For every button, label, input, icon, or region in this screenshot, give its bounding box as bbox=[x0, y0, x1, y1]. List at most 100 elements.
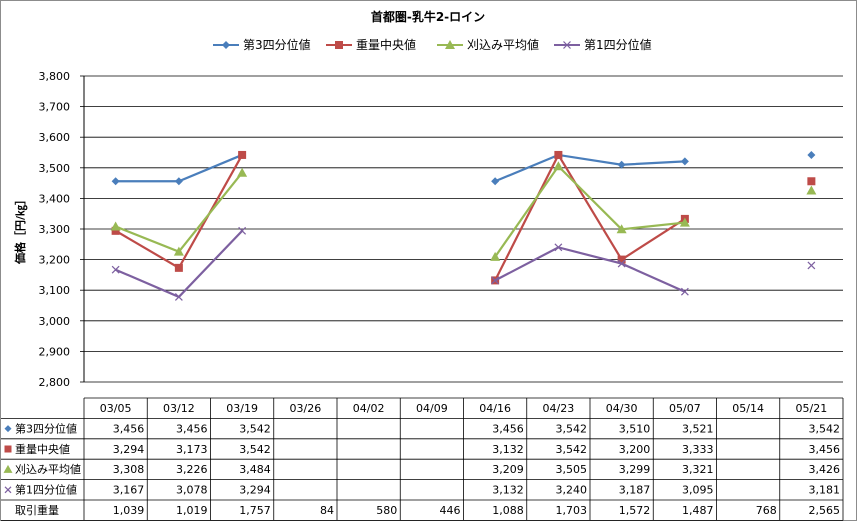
point-marker bbox=[617, 255, 626, 264]
data-label: 3,484 bbox=[239, 463, 271, 476]
series-line bbox=[494, 153, 685, 183]
marker-stroke bbox=[174, 293, 183, 301]
y-tick-label: 3,500 bbox=[39, 162, 71, 175]
data-label: 3,521 bbox=[682, 422, 714, 435]
y-tick-label: 3,400 bbox=[39, 192, 71, 205]
data-table: 03/05 03/12 03/19 03/26 04/02 04/09 04/16 04/23… bbox=[1, 397, 844, 521]
y-tick-label: 3,000 bbox=[39, 315, 71, 328]
data-label: 3,187 bbox=[619, 484, 651, 497]
data-label: 3,456 bbox=[176, 422, 208, 435]
x-category-label: 05/14 bbox=[732, 402, 764, 415]
marker-stroke bbox=[680, 287, 689, 296]
data-label: 1,088 bbox=[492, 504, 524, 517]
legend-label: 第1四分位値 bbox=[584, 37, 652, 52]
point-marker bbox=[680, 157, 689, 166]
data-label: 3,542 bbox=[239, 443, 271, 456]
legend-entry: 第1四分位値 bbox=[554, 37, 652, 52]
data-label: 580 bbox=[376, 504, 397, 517]
x-category-label: 03/26 bbox=[290, 402, 322, 415]
legend-entry: 刈込み平均値 bbox=[437, 37, 539, 52]
point-marker bbox=[553, 161, 564, 171]
x-category-label: 03/12 bbox=[163, 402, 195, 415]
point-marker bbox=[490, 251, 501, 261]
data-label: 446 bbox=[440, 504, 461, 517]
axes: 2,800 2,900 3,000 3,100 3,200 3,300 3,400 3,500… bbox=[39, 70, 85, 389]
y-axis-label: 価格［円/㎏］ bbox=[13, 194, 28, 265]
legend-label: 刈込み平均値 bbox=[467, 37, 539, 52]
table-row-label: 第3四分位値 bbox=[15, 421, 77, 435]
series-2 bbox=[111, 150, 816, 285]
point-marker bbox=[563, 41, 571, 49]
series-line bbox=[494, 164, 685, 258]
table-row-label: 刈込み平均値 bbox=[15, 463, 81, 476]
point-marker bbox=[807, 261, 816, 270]
data-label: 2,565 bbox=[809, 504, 841, 517]
data-label: 3,173 bbox=[176, 443, 208, 456]
point-marker bbox=[237, 167, 248, 177]
data-label: 3,200 bbox=[619, 443, 651, 456]
chart-title: 首都圏-乳牛2-ロイン bbox=[371, 9, 485, 24]
point-marker bbox=[807, 177, 816, 186]
point-marker bbox=[222, 41, 230, 49]
data-label: 3,294 bbox=[113, 443, 145, 456]
point-marker bbox=[616, 224, 627, 234]
data-label: 3,299 bbox=[619, 463, 651, 476]
table-row: 重量中央値 3,294 3,173 3,542 3,132 3,542 3,200 3,333… bbox=[4, 442, 841, 456]
marker-stroke bbox=[111, 265, 120, 274]
data-label: 3,505 bbox=[556, 463, 588, 476]
data-label: 3,240 bbox=[556, 484, 588, 497]
point-marker bbox=[680, 287, 689, 296]
table-row: 第3四分位値 3,456 3,456 3,542 3,456 3,542 3,510 3,52… bbox=[4, 421, 841, 435]
data-label: 1,039 bbox=[113, 504, 145, 517]
point-marker bbox=[238, 150, 247, 159]
series-line bbox=[494, 152, 686, 281]
data-label: 3,542 bbox=[239, 422, 271, 435]
point-marker bbox=[173, 246, 184, 256]
point-marker bbox=[174, 177, 183, 186]
data-label: 3,209 bbox=[492, 463, 524, 476]
data-label: 3,321 bbox=[682, 463, 714, 476]
data-label: 3,078 bbox=[176, 484, 208, 497]
data-label: 1,757 bbox=[239, 504, 271, 517]
point-marker bbox=[111, 177, 120, 186]
legend-label: 重量中央値 bbox=[356, 37, 416, 52]
table-row: 第1四分位値 3,167 3,078 3,294 3,132 3,240 3,187 3,09… bbox=[4, 483, 840, 497]
point-marker bbox=[335, 41, 343, 49]
table-row-label: 第1四分位値 bbox=[15, 483, 77, 497]
table-row-label: 取引重量 bbox=[15, 503, 59, 517]
data-label: 3,456 bbox=[809, 443, 841, 456]
point-marker bbox=[3, 464, 13, 473]
point-marker bbox=[111, 265, 120, 274]
data-label: 3,456 bbox=[492, 422, 524, 435]
data-label: 768 bbox=[756, 504, 777, 517]
x-category-label: 05/07 bbox=[669, 402, 701, 415]
point-marker bbox=[491, 177, 500, 186]
x-category-label: 05/21 bbox=[796, 402, 828, 415]
x-category-label: 04/02 bbox=[353, 402, 385, 415]
series-3 bbox=[110, 161, 817, 261]
point-marker bbox=[4, 445, 12, 453]
x-category-label: 03/19 bbox=[226, 402, 258, 415]
point-marker bbox=[554, 150, 563, 159]
point-marker bbox=[491, 276, 500, 285]
data-label: 3,510 bbox=[619, 422, 651, 435]
data-label: 3,456 bbox=[113, 422, 145, 435]
x-category-label: 04/23 bbox=[543, 402, 575, 415]
y-tick-label: 3,800 bbox=[39, 70, 71, 83]
point-marker bbox=[807, 150, 816, 159]
table-row-label: 重量中央値 bbox=[15, 442, 70, 456]
data-label: 1,572 bbox=[619, 504, 651, 517]
data-label: 3,167 bbox=[113, 484, 145, 497]
data-label: 3,542 bbox=[809, 422, 841, 435]
y-tick-label: 2,800 bbox=[39, 376, 71, 389]
table-row: 刈込み平均値 3,308 3,226 3,484 3,209 3,505 3,299 3,32… bbox=[3, 463, 840, 476]
marker-stroke bbox=[238, 226, 247, 235]
legend: 第3四分位値 重量中央値 刈込み平均値 第1四分位値 bbox=[213, 37, 652, 52]
point-marker bbox=[617, 160, 626, 169]
data-label: 1,487 bbox=[682, 504, 714, 517]
x-category-label: 04/16 bbox=[479, 402, 511, 415]
data-label: 3,294 bbox=[239, 484, 271, 497]
y-tick-label: 2,900 bbox=[39, 345, 71, 358]
data-label: 3,333 bbox=[682, 443, 714, 456]
